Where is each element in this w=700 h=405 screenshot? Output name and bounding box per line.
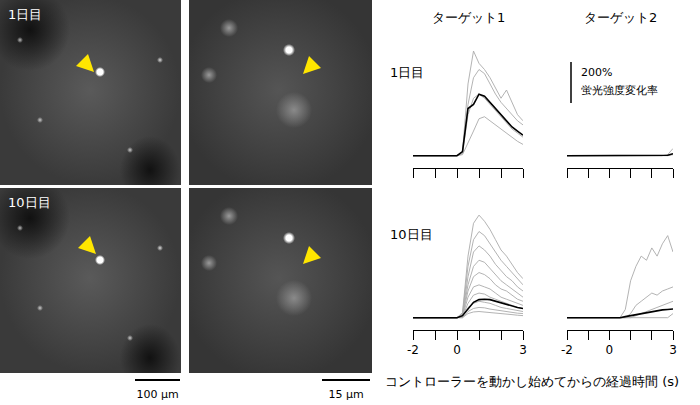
- svg-text:蛍光強度変化率: 蛍光強度変化率: [581, 84, 658, 97]
- svg-text:1日目: 1日目: [390, 65, 424, 80]
- svg-text:10日目: 10日目: [390, 227, 433, 242]
- svg-text:0: 0: [606, 343, 614, 357]
- svg-text:ターゲット1: ターゲット1: [432, 10, 505, 25]
- html-text:10日目: 10日目: [8, 195, 51, 210]
- svg-text:ターゲット2: ターゲット2: [584, 10, 657, 25]
- svg-text:3: 3: [669, 343, 677, 357]
- svg-text:-2: -2: [407, 343, 419, 357]
- svg-text:200%: 200%: [581, 66, 612, 79]
- html-text:100 μm: 100 μm: [136, 388, 179, 401]
- svg-text:コントローラーを動かし始めてからの経過時間 (s): コントローラーを動かし始めてからの経過時間 (s): [385, 374, 679, 389]
- svg-text:0: 0: [453, 343, 461, 357]
- html-text:15 μm: 15 μm: [328, 388, 364, 401]
- svg-text:3: 3: [519, 343, 527, 357]
- html-text:1日目: 1日目: [8, 7, 43, 22]
- svg-text:-2: -2: [561, 343, 573, 357]
